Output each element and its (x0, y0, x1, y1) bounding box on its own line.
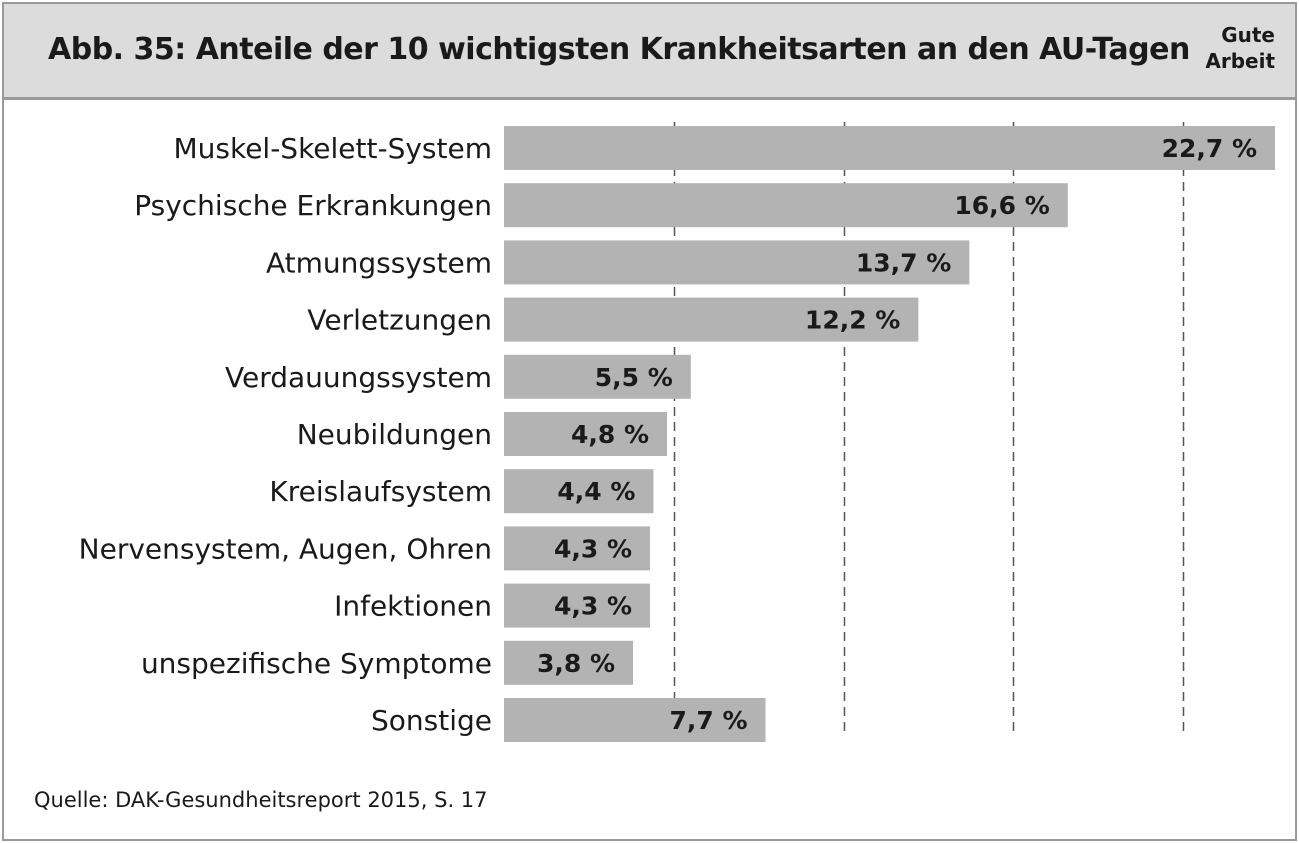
category-label: Psychische Erkrankungen (134, 189, 492, 222)
value-label: 4,3 % (554, 592, 632, 621)
bar (504, 469, 654, 514)
category-label: Verdauungssystem (225, 361, 492, 394)
category-label: Verletzungen (307, 304, 492, 337)
brand-line-1: Gute (1221, 23, 1275, 47)
bar (504, 183, 1068, 228)
bar (504, 640, 634, 685)
value-label: 5,5 % (595, 363, 673, 392)
bar (504, 583, 651, 628)
value-label: 3,8 % (537, 649, 615, 678)
bar-layer: Muskel-Skelett-System 22,7 % Psychische Er… (79, 126, 1275, 742)
value-label: 4,4 % (557, 477, 635, 506)
bar (504, 354, 691, 399)
bar (504, 698, 766, 742)
category-label: Sonstige (371, 704, 492, 737)
value-label: 13,7 % (856, 248, 951, 277)
bar (504, 412, 668, 456)
category-label: unspezifische Symptome (141, 647, 492, 680)
value-label: 4,3 % (554, 534, 632, 563)
bar (504, 297, 919, 342)
value-label: 16,6 % (954, 191, 1049, 220)
header-bar: Abb. 35: Anteile der 10 wichtigsten Kran… (4, 4, 1295, 100)
category-label: Muskel-Skelett-System (173, 132, 492, 165)
grid-layer (673, 122, 1185, 736)
chart-title: Abb. 35: Anteile der 10 wichtigsten Kran… (48, 32, 1190, 67)
bar (504, 526, 651, 571)
brand-logo-text: Gute Arbeit (1205, 22, 1275, 74)
value-label: 12,2 % (805, 306, 900, 335)
brand-line-2: Arbeit (1205, 49, 1275, 73)
bar (504, 240, 970, 285)
value-label: 4,8 % (571, 420, 649, 449)
value-label: 7,7 % (669, 706, 747, 735)
source-note: Quelle: DAK-Gesundheitsreport 2015, S. 1… (34, 788, 488, 812)
category-label: Neubildungen (297, 418, 492, 451)
category-label: Infektionen (334, 590, 492, 623)
category-label: Nervensystem, Augen, Ohren (79, 532, 492, 565)
bar (504, 126, 1275, 170)
category-label: Atmungssystem (266, 246, 492, 279)
category-label: Kreislaufsystem (269, 475, 492, 508)
value-label: 22,7 % (1162, 134, 1257, 163)
